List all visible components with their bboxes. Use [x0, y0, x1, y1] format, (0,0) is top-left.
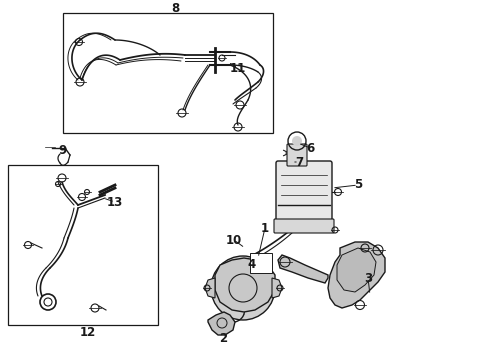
Text: 2: 2: [219, 332, 227, 345]
FancyBboxPatch shape: [274, 219, 334, 233]
Text: 13: 13: [107, 195, 123, 208]
Text: 11: 11: [230, 62, 246, 75]
Text: 7: 7: [295, 156, 303, 168]
Bar: [250, 253, 272, 273]
Polygon shape: [328, 242, 385, 308]
Text: 12: 12: [80, 327, 96, 339]
Polygon shape: [205, 278, 215, 298]
Polygon shape: [278, 255, 328, 283]
Polygon shape: [272, 278, 282, 298]
Bar: [8, 165, 158, 325]
Text: 4: 4: [248, 258, 256, 271]
Bar: [63, 13, 273, 133]
Circle shape: [211, 256, 275, 320]
Text: 3: 3: [364, 271, 372, 284]
Text: 8: 8: [171, 1, 179, 14]
Polygon shape: [208, 312, 235, 335]
Polygon shape: [215, 258, 275, 312]
Text: 6: 6: [306, 141, 314, 154]
Text: 1: 1: [261, 221, 269, 234]
FancyBboxPatch shape: [276, 161, 332, 227]
Text: 9: 9: [58, 144, 66, 157]
Polygon shape: [337, 248, 376, 292]
Text: 5: 5: [354, 179, 362, 192]
FancyBboxPatch shape: [287, 144, 307, 166]
Text: 10: 10: [226, 234, 242, 247]
Circle shape: [292, 136, 302, 146]
